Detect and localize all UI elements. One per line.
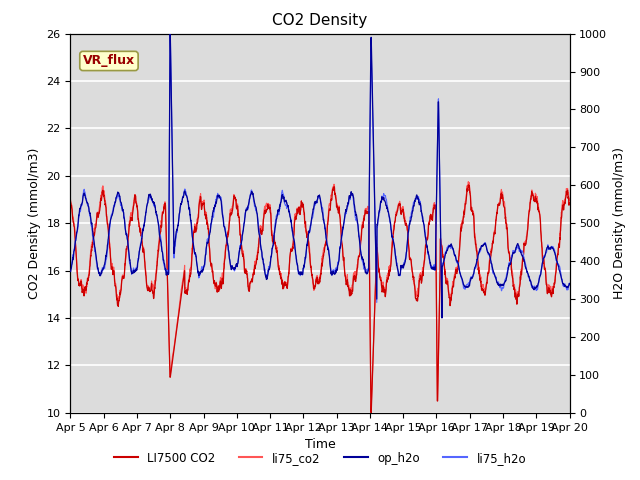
- Text: VR_flux: VR_flux: [83, 54, 135, 68]
- li75_h2o: [345, 196, 353, 202]
- Line: LI7500 CO2: LI7500 CO2: [70, 185, 570, 413]
- LI7500 CO2: [205, 246, 213, 252]
- li75_co2: [67, 196, 74, 202]
- op_h2o: [566, 282, 573, 288]
- li75_h2o: [166, 31, 174, 36]
- li75_h2o: [536, 273, 543, 278]
- li75_h2o: [566, 282, 573, 288]
- Y-axis label: H2O Density (mmol/m3): H2O Density (mmol/m3): [613, 147, 626, 299]
- LI7500 CO2: [465, 184, 473, 190]
- li75_h2o: [206, 228, 214, 234]
- LI7500 CO2: [536, 212, 543, 217]
- LI7500 CO2: [334, 207, 342, 213]
- op_h2o: [206, 230, 214, 236]
- LI7500 CO2: [67, 198, 74, 204]
- li75_co2: [367, 407, 375, 412]
- li75_co2: [522, 240, 530, 245]
- Line: li75_h2o: li75_h2o: [70, 34, 570, 317]
- Line: li75_co2: li75_co2: [70, 181, 570, 409]
- li75_h2o: [465, 280, 473, 286]
- li75_h2o: [334, 260, 342, 265]
- X-axis label: Time: Time: [305, 438, 335, 451]
- li75_co2: [566, 197, 573, 203]
- li75_co2: [334, 205, 342, 211]
- li75_h2o: [67, 266, 74, 272]
- LI7500 CO2: [566, 201, 573, 207]
- op_h2o: [522, 265, 530, 271]
- li75_h2o: [522, 263, 530, 268]
- op_h2o: [334, 262, 342, 267]
- Y-axis label: CO2 Density (mmol/m3): CO2 Density (mmol/m3): [28, 147, 41, 299]
- LI7500 CO2: [465, 182, 472, 188]
- LI7500 CO2: [522, 241, 530, 247]
- op_h2o: [166, 31, 174, 36]
- Title: CO2 Density: CO2 Density: [273, 13, 367, 28]
- op_h2o: [465, 283, 473, 288]
- LI7500 CO2: [367, 410, 375, 416]
- li75_co2: [536, 211, 543, 216]
- op_h2o: [345, 194, 353, 200]
- Line: op_h2o: op_h2o: [70, 34, 570, 318]
- li75_co2: [465, 179, 472, 184]
- li75_co2: [345, 282, 353, 288]
- op_h2o: [67, 268, 74, 274]
- li75_co2: [205, 247, 213, 252]
- LI7500 CO2: [345, 286, 353, 291]
- op_h2o: [438, 315, 446, 321]
- Legend: LI7500 CO2, li75_co2, op_h2o, li75_h2o: LI7500 CO2, li75_co2, op_h2o, li75_h2o: [109, 447, 531, 469]
- li75_co2: [465, 181, 473, 187]
- li75_h2o: [438, 314, 446, 320]
- op_h2o: [536, 274, 543, 280]
